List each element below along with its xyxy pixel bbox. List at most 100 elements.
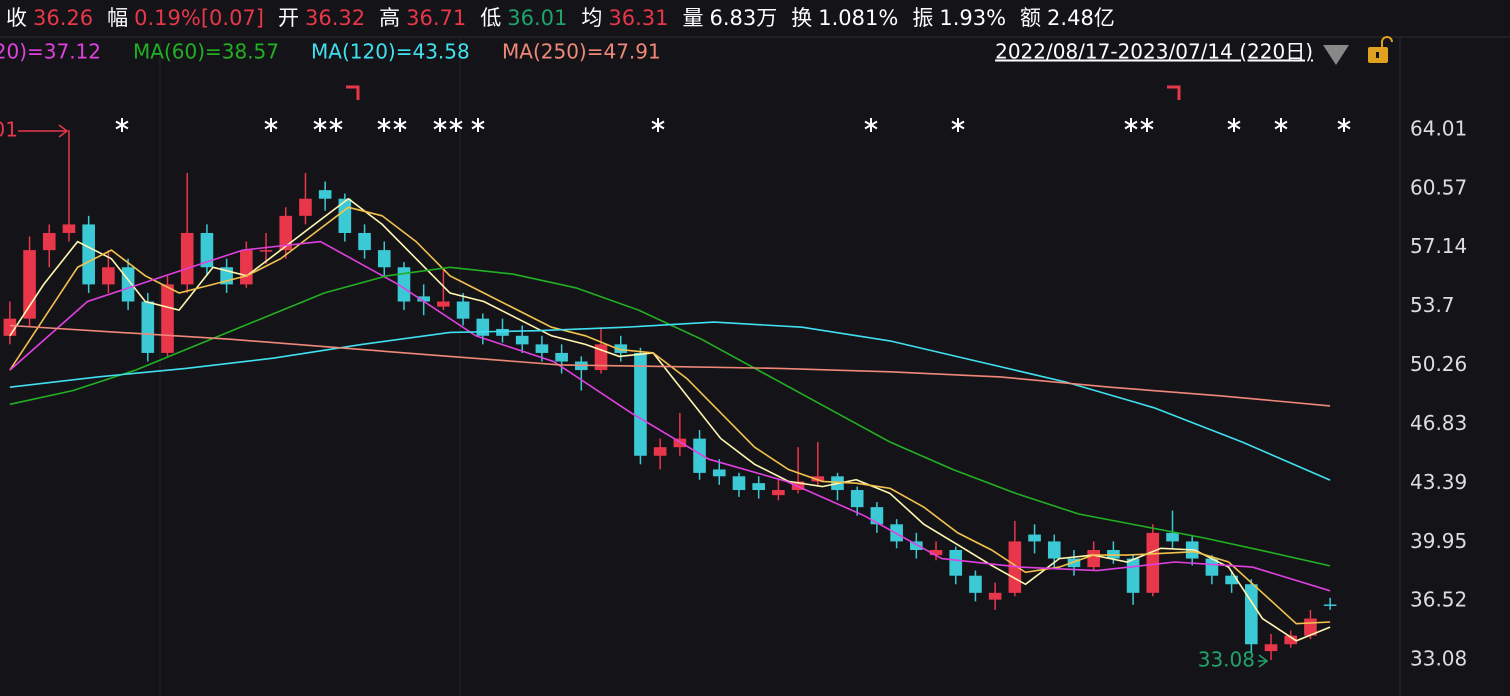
info-item: 均 36.31 (581, 2, 668, 32)
y-tick-label: 64.01 (1410, 117, 1467, 141)
info-value: 36.31 (608, 6, 669, 30)
marker (1167, 85, 1181, 100)
candle-body (535, 344, 549, 353)
y-tick-label: 53.7 (1410, 293, 1455, 317)
candle-body (1284, 635, 1298, 645)
candle-body (240, 250, 253, 285)
info-value: 0.19%[0.07] (134, 6, 264, 30)
legend-entry: MA(120)=43.58 (311, 40, 470, 64)
candle-body (969, 575, 982, 593)
info-label: 收 (6, 6, 27, 30)
info-value: 1.081% (818, 6, 899, 30)
candle-body (1087, 549, 1100, 568)
info-value: 2.48亿 (1047, 6, 1115, 30)
candle-body (1323, 604, 1337, 606)
legend-entry: MA(250)=47.91 (502, 40, 661, 64)
candle-body (102, 267, 115, 285)
ma-line (9, 197, 1331, 642)
candle-body (1126, 558, 1140, 593)
legend-entry: MA(60)=38.57 (133, 40, 279, 64)
candle-body (1067, 558, 1081, 568)
info-value: 1.93% (939, 6, 1007, 30)
candle-body (772, 490, 785, 496)
candle-body (634, 352, 647, 456)
ma-line (9, 321, 1331, 481)
candle-body (1225, 575, 1238, 585)
info-item: 高 36.71 (379, 2, 466, 32)
info-label: 量 (682, 6, 704, 30)
y-tick-label: 46.83 (1410, 411, 1467, 435)
candle-body (358, 232, 371, 251)
candle-body (3, 318, 17, 336)
info-label: 幅 (107, 6, 129, 30)
y-tick-label: 33.08 (1410, 647, 1467, 671)
ma-line (9, 266, 1331, 567)
candle-body (712, 469, 726, 477)
candle-body (279, 215, 293, 251)
candle-body (515, 335, 529, 345)
date-range[interactable]: 2022/08/17-2023/07/14 (220日) (995, 40, 1313, 64)
candle-body (614, 344, 628, 353)
event-markers (115, 117, 1351, 133)
candle-body (318, 190, 332, 199)
candle-body (377, 250, 391, 268)
candle-body (929, 549, 943, 556)
candle-body (417, 296, 430, 302)
candle-body (693, 438, 706, 473)
candle-body (910, 541, 923, 550)
info-label: 开 (277, 6, 299, 30)
dropdown-icon[interactable] (1323, 45, 1349, 65)
candle-body (42, 232, 56, 251)
ma-line (9, 240, 1331, 592)
candle-body (200, 232, 214, 268)
info-value: 36.01 (507, 6, 568, 30)
info-value: 6.83万 (709, 6, 778, 30)
legend-entry: MA(20)=37.12 (0, 40, 101, 64)
candle-body (496, 328, 509, 336)
marker (346, 85, 360, 100)
ma-line (9, 206, 1331, 625)
info-item: 低 36.01 (480, 2, 567, 32)
candle-body (180, 232, 194, 285)
candle-body (397, 267, 411, 302)
candle-body (949, 549, 963, 576)
candle-body (299, 198, 312, 216)
candle-body (23, 250, 36, 319)
ma-line (9, 324, 1331, 407)
candle-body (811, 476, 825, 482)
candle-body (555, 352, 568, 362)
info-label: 均 (581, 6, 603, 30)
y-tick-label: 43.39 (1410, 470, 1467, 494)
info-item: 开 36.32 (278, 2, 365, 32)
info-item: 换 1.081% (791, 2, 898, 32)
info-item: 收 36.26 (6, 2, 93, 32)
info-item: 额 2.48亿 (1020, 2, 1115, 32)
candle-body (1264, 644, 1278, 652)
candle-body (141, 301, 155, 353)
info-label: 振 (912, 6, 934, 30)
info-label: 高 (379, 6, 401, 30)
candle-body (476, 318, 490, 336)
info-item: 振 1.93% (912, 2, 1006, 32)
max-label: 64.01 (0, 118, 18, 142)
info-bar: 收 36.26 幅 0.19%[0.07] 开 36.32 高 36.71 低 36.01 均 36.… (0, 0, 1115, 34)
candle-body (1205, 558, 1219, 576)
info-value: 36.32 (304, 6, 366, 30)
info-label: 低 (480, 6, 502, 30)
y-tick-label: 39.95 (1410, 529, 1467, 553)
candle-body (752, 483, 765, 491)
candle-body (161, 284, 174, 353)
candle-body (732, 476, 746, 491)
candle-body (653, 447, 667, 456)
candle-body (1028, 534, 1041, 542)
max-arrow-head (58, 124, 69, 138)
candle-body (870, 507, 884, 525)
lock-icon[interactable] (1368, 36, 1393, 63)
candle-body (456, 301, 470, 319)
y-tick-label: 50.26 (1410, 352, 1467, 376)
candle-body (82, 224, 95, 285)
y-tick-label: 36.52 (1410, 588, 1467, 612)
candle-body (988, 592, 1002, 600)
info-label: 额 (1020, 6, 1042, 30)
